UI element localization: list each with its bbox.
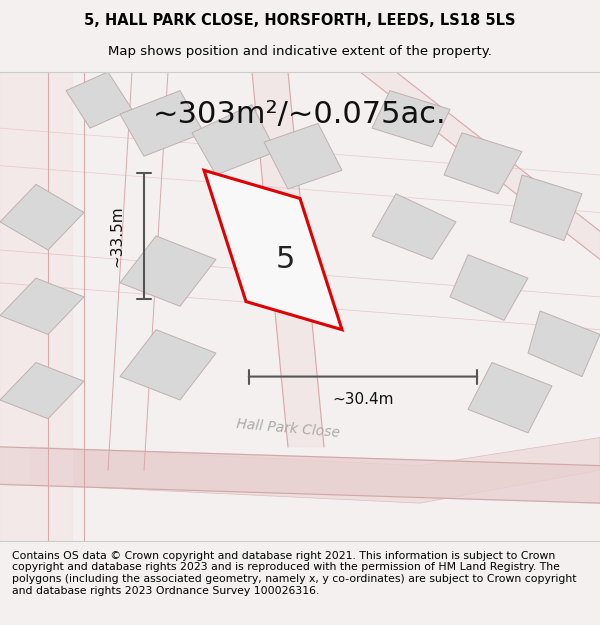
Polygon shape bbox=[30, 438, 600, 503]
Polygon shape bbox=[66, 72, 132, 128]
Polygon shape bbox=[360, 72, 600, 259]
Text: 5: 5 bbox=[275, 245, 295, 274]
Polygon shape bbox=[510, 175, 582, 241]
Polygon shape bbox=[120, 91, 204, 156]
Polygon shape bbox=[120, 330, 216, 400]
Polygon shape bbox=[444, 132, 522, 194]
Polygon shape bbox=[468, 362, 552, 432]
Polygon shape bbox=[252, 72, 324, 447]
Polygon shape bbox=[264, 124, 342, 189]
Polygon shape bbox=[204, 170, 342, 330]
Text: 5, HALL PARK CLOSE, HORSFORTH, LEEDS, LS18 5LS: 5, HALL PARK CLOSE, HORSFORTH, LEEDS, LS… bbox=[84, 12, 516, 28]
Polygon shape bbox=[0, 184, 84, 250]
Polygon shape bbox=[0, 278, 84, 334]
Polygon shape bbox=[120, 236, 216, 306]
Text: ~303m²/~0.075ac.: ~303m²/~0.075ac. bbox=[153, 99, 447, 129]
Text: ~30.4m: ~30.4m bbox=[332, 392, 394, 408]
Polygon shape bbox=[192, 104, 276, 175]
Text: Map shows position and indicative extent of the property.: Map shows position and indicative extent… bbox=[108, 45, 492, 58]
Polygon shape bbox=[372, 194, 456, 259]
Polygon shape bbox=[0, 362, 84, 419]
Text: ~33.5m: ~33.5m bbox=[110, 205, 125, 267]
Polygon shape bbox=[372, 91, 450, 147]
Text: Contains OS data © Crown copyright and database right 2021. This information is : Contains OS data © Crown copyright and d… bbox=[12, 551, 577, 596]
Polygon shape bbox=[528, 311, 600, 376]
Text: Hall Park Close: Hall Park Close bbox=[236, 417, 340, 439]
Polygon shape bbox=[450, 255, 528, 320]
